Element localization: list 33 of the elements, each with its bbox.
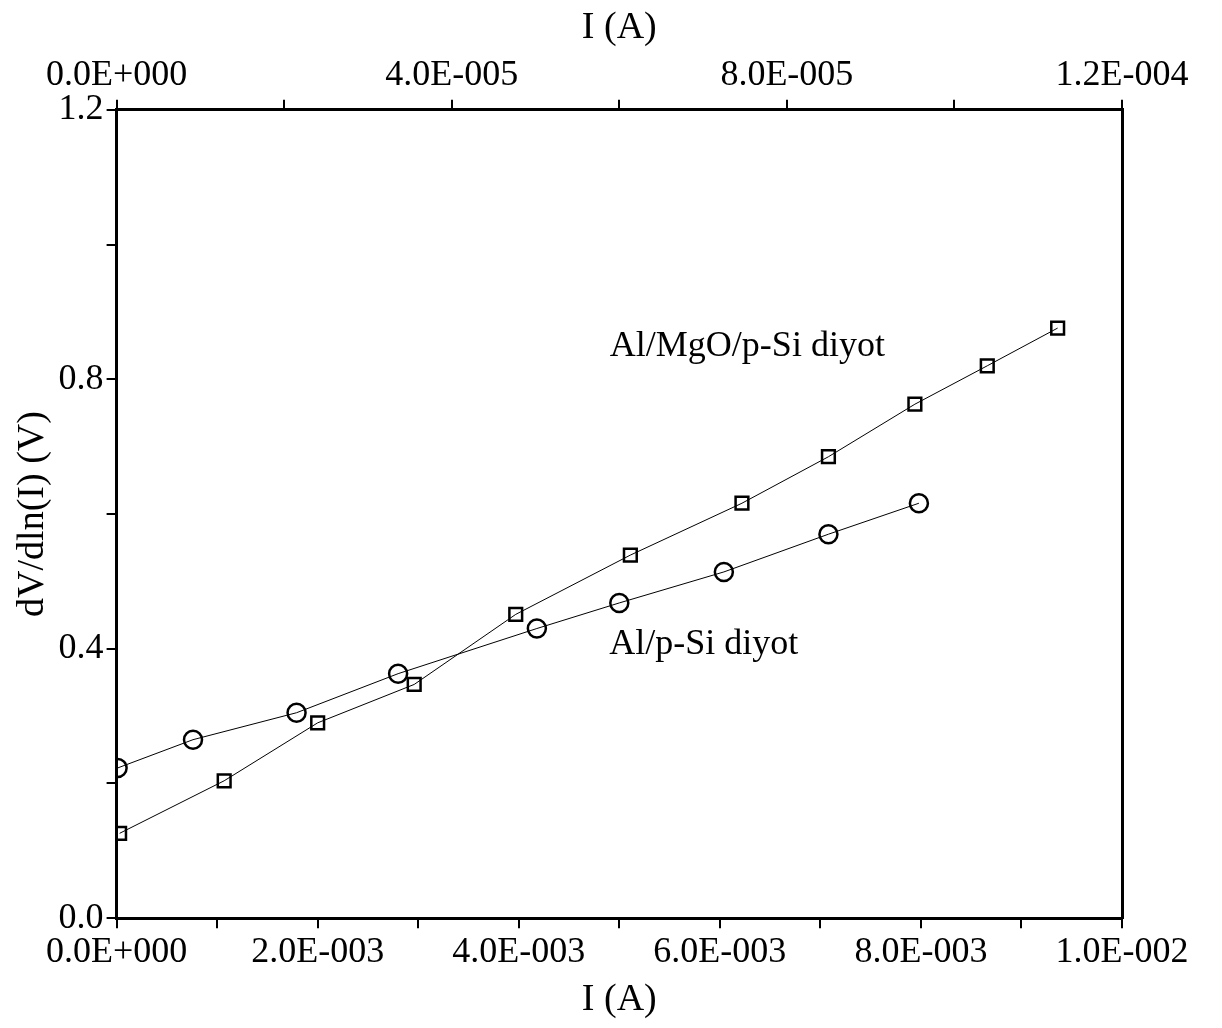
point <box>979 358 995 374</box>
point <box>1050 320 1066 336</box>
point <box>286 702 307 723</box>
point <box>908 492 930 514</box>
x-tick-label: 8.0E-003 <box>854 930 988 971</box>
x2-axis-title: I (A) <box>581 3 657 47</box>
point <box>820 449 837 465</box>
x-axis-title: I (A) <box>581 976 657 1020</box>
point <box>713 561 735 583</box>
point <box>182 729 204 750</box>
point <box>216 773 232 789</box>
x-tick-label: 6.0E-003 <box>653 930 787 971</box>
point <box>609 592 630 614</box>
point <box>818 523 839 545</box>
y-tick-label: 0.4 <box>58 626 104 667</box>
series-label: Al/p-Si diyot <box>609 622 799 663</box>
x-tick-label: 4.0E-003 <box>452 930 586 971</box>
y-axis-title: dV/dln(I) (V) <box>8 411 52 617</box>
point <box>734 495 750 511</box>
x2-tick-label: 4.0E-005 <box>385 52 519 93</box>
y-tick-label: 0.8 <box>58 356 104 397</box>
point <box>526 618 548 639</box>
x-tick-label: 2.0E-003 <box>251 930 385 971</box>
point <box>310 715 326 731</box>
point <box>508 606 524 622</box>
point <box>907 396 923 412</box>
point <box>387 663 409 684</box>
series-label: Al/MgO/p-Si diyot <box>609 323 885 364</box>
x-tick-label: 1.0E-002 <box>1055 930 1189 971</box>
x2-tick-label: 8.0E-005 <box>720 52 854 93</box>
x2-tick-label: 1.2E-004 <box>1055 52 1189 93</box>
point <box>406 676 422 693</box>
point <box>622 547 638 563</box>
